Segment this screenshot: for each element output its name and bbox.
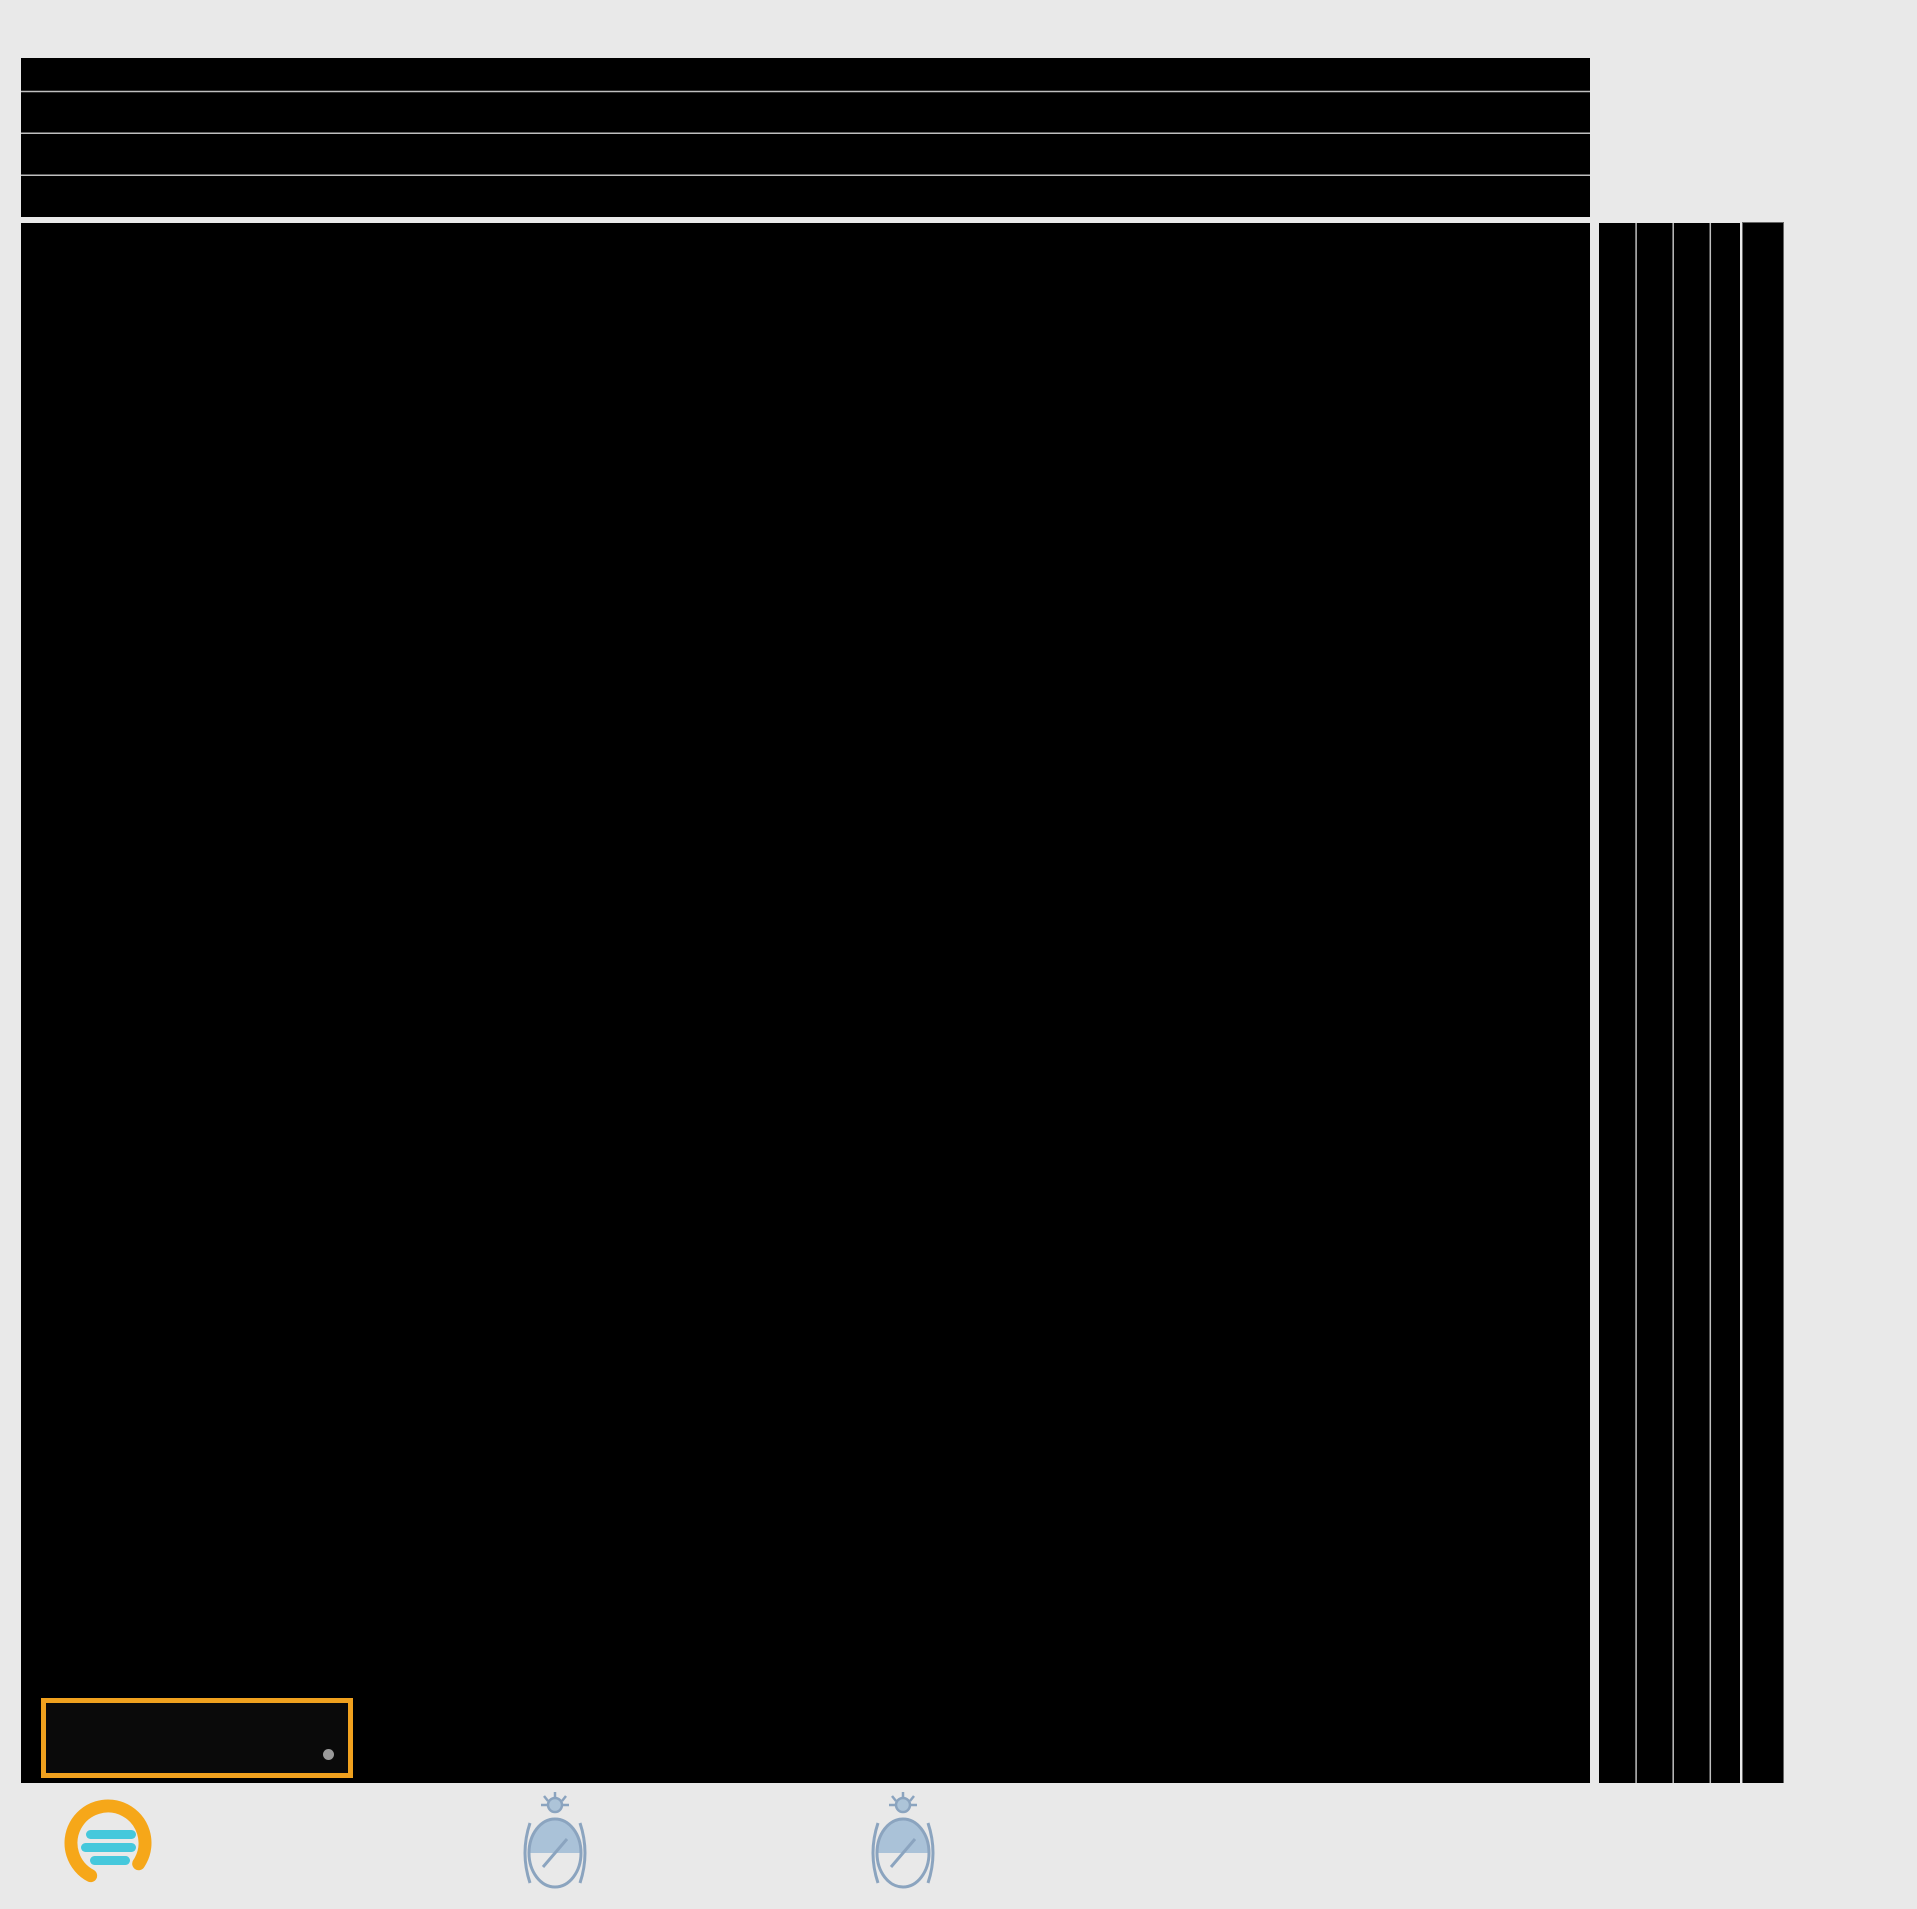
height-gridlines	[1635, 223, 1712, 1783]
dbz-colorbar-ticks	[1797, 223, 1907, 1783]
city-layer	[21, 223, 1590, 1783]
ministerio-defensa-block	[518, 1791, 608, 1895]
footer	[0, 1783, 1917, 1909]
short-term-warnings-box	[41, 1698, 353, 1778]
right-cross-section-panel	[1599, 223, 1740, 1783]
coat-of-arms-icon	[871, 1792, 935, 1889]
dbz-colorbar	[1743, 223, 1783, 1783]
smn-logo	[64, 1799, 152, 1887]
right-cross-section-plot	[1635, 223, 1712, 1783]
coat-of-arms-icon	[523, 1792, 587, 1889]
top-cross-section-panel	[21, 58, 1590, 217]
alert-city-dot	[323, 1749, 334, 1760]
smn-logo-block	[60, 1795, 172, 1891]
top-cross-section-plot	[21, 90, 1590, 176]
radar-map-panel	[21, 223, 1590, 1783]
height-gridlines	[21, 90, 1590, 176]
ministerio-economia-block	[866, 1791, 956, 1895]
